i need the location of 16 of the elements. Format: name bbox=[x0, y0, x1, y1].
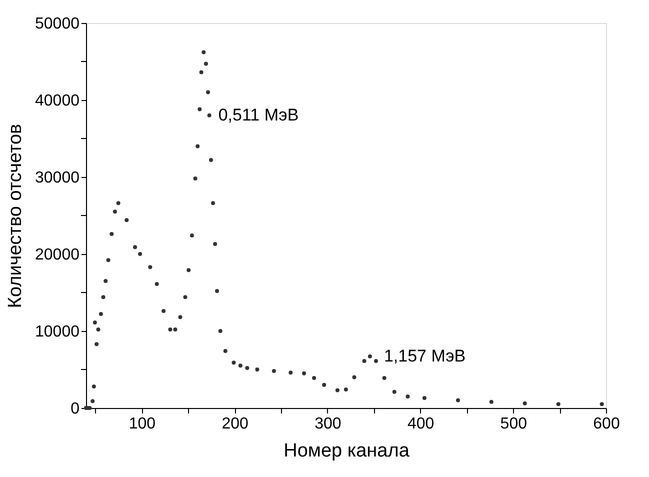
y-tick-label: 30000 bbox=[35, 170, 80, 186]
y-tick-label: 10000 bbox=[35, 324, 80, 340]
y-tick-label: 0 bbox=[70, 400, 80, 418]
x-tick-label: 500 bbox=[500, 416, 528, 432]
x-tick-label: 400 bbox=[407, 416, 434, 432]
y-axis-title: Количество отсчетов bbox=[5, 124, 26, 308]
x-tick-label: 200 bbox=[222, 416, 249, 432]
annotation: 1,157 МэВ bbox=[384, 346, 466, 366]
x-tick-label: 600 bbox=[593, 416, 620, 432]
y-tick-label: 50000 bbox=[35, 16, 80, 32]
y-tick-label: 20000 bbox=[35, 246, 80, 264]
x-axis-title: Номер канала bbox=[284, 440, 410, 462]
y-tick-label: 40000 bbox=[35, 92, 80, 110]
x-tick-label: 100 bbox=[128, 416, 156, 432]
annotation: 0,511 МэВ bbox=[218, 105, 299, 124]
x-tick-label: 300 bbox=[314, 416, 342, 432]
